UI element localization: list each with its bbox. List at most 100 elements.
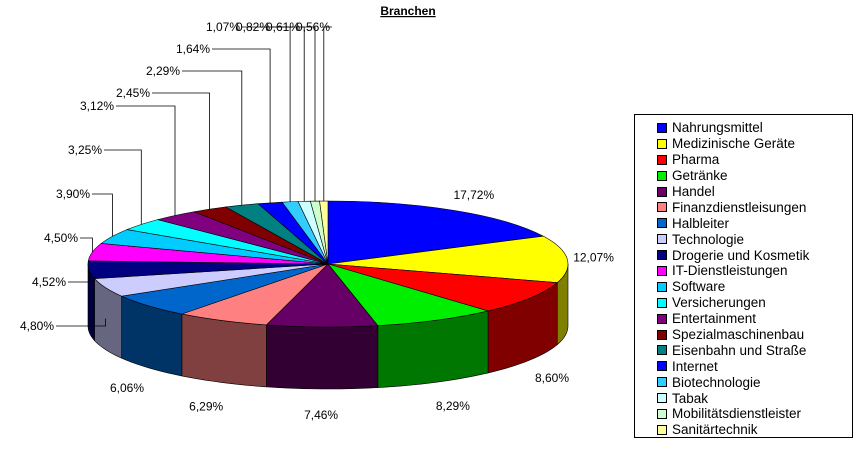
legend-item-medizinische-ger-te: Medizinische Geräte bbox=[635, 136, 852, 152]
data-label-entertainment: 3,12% bbox=[80, 99, 114, 113]
legend-label: Entertainment bbox=[672, 311, 757, 327]
legend-swatch bbox=[657, 329, 667, 340]
leader-line-technologie bbox=[56, 318, 106, 327]
leader-line-internet bbox=[212, 48, 271, 203]
data-label-sanit-rtechnik: 0,56% bbox=[296, 20, 330, 34]
pie-side-handel bbox=[266, 324, 379, 390]
legend-swatch bbox=[657, 408, 667, 419]
legend-label: Nahrungsmittel bbox=[672, 120, 763, 136]
data-label-tabak: 0,82% bbox=[236, 20, 270, 34]
legend-label: Handel bbox=[672, 184, 715, 199]
legend-swatch bbox=[657, 281, 667, 292]
legend-swatch bbox=[657, 218, 667, 229]
legend-label: Finanzdienstleisungen bbox=[672, 199, 807, 215]
legend-swatch bbox=[657, 265, 667, 276]
legend-swatch bbox=[657, 202, 667, 213]
data-label-internet: 1,64% bbox=[176, 42, 210, 56]
leader-line-eisenbahn-und-stra-e bbox=[182, 70, 243, 206]
data-label-software: 3,90% bbox=[56, 187, 90, 201]
legend-label: Medizinische Geräte bbox=[672, 136, 796, 152]
legend-label: Biotechnologie bbox=[672, 374, 761, 390]
data-label-spezialmaschinenbau: 2,45% bbox=[116, 86, 150, 100]
leader-line-biotechnologie bbox=[242, 26, 291, 202]
legend-item-handel: Handel bbox=[635, 184, 852, 200]
data-label-biotechnologie: 1,07% bbox=[206, 20, 240, 34]
legend-swatch bbox=[657, 393, 667, 404]
legend-label: Technologie bbox=[672, 231, 745, 247]
legend-label: Versicherungen bbox=[672, 295, 766, 311]
pie-slice-sanit-rtechnik bbox=[319, 200, 329, 265]
legend-swatch bbox=[657, 250, 667, 261]
legend-label: Sanitärtechnik bbox=[672, 422, 758, 438]
legend-item-eisenbahn-und-stra-e: Eisenbahn und Straße bbox=[635, 342, 852, 358]
legend-item-drogerie-und-kosmetik: Drogerie und Kosmetik bbox=[635, 247, 852, 263]
legend-item-getr-nke: Getränke bbox=[635, 168, 852, 184]
data-label-getr-nke: 8,29% bbox=[436, 399, 470, 413]
legend-label: Software bbox=[672, 279, 726, 295]
legend-item-pharma: Pharma bbox=[635, 152, 852, 168]
pie-slice-nahrungsmittel bbox=[327, 200, 545, 265]
leader-line-tabak bbox=[272, 26, 305, 202]
data-label-it-dienstleistungen: 4,50% bbox=[44, 231, 78, 245]
legend-swatch bbox=[657, 313, 667, 324]
leader-line-versicherungen bbox=[104, 149, 142, 225]
legend-item-nahrungsmittel: Nahrungsmittel bbox=[635, 120, 852, 136]
pie-slice-pharma bbox=[327, 263, 558, 312]
legend-swatch bbox=[657, 234, 667, 245]
legend-label: Internet bbox=[672, 358, 718, 374]
data-label-mobilit-tsdienstleister: 0,61% bbox=[266, 20, 300, 34]
pie-side-finanzdienstleisungen bbox=[181, 313, 267, 388]
legend-swatch bbox=[657, 170, 667, 181]
data-label-finanzdienstleisungen: 6,29% bbox=[189, 400, 223, 414]
leader-line-it-dienstleistungen bbox=[80, 237, 93, 252]
pie-slice-medizinische-ger-te bbox=[327, 235, 569, 283]
legend: Nahrungsmittel Medizinische Geräte Pharma G… bbox=[634, 114, 853, 438]
legend-swatch bbox=[657, 297, 667, 308]
legend-label: Tabak bbox=[672, 390, 709, 406]
leader-line-spezialmaschinenbau bbox=[152, 92, 211, 210]
legend-item-tabak: Tabak bbox=[635, 390, 852, 406]
data-label-pharma: 8,60% bbox=[535, 371, 569, 385]
legend-label: Mobilitätsdienstleister bbox=[672, 406, 802, 422]
legend-item-halbleiter: Halbleiter bbox=[635, 215, 852, 231]
legend-swatch bbox=[657, 154, 667, 165]
data-label-handel: 7,46% bbox=[304, 408, 338, 422]
legend-item-entertainment: Entertainment bbox=[635, 311, 852, 327]
data-label-halbleiter: 6,06% bbox=[110, 381, 144, 395]
chart-title: Branchen bbox=[380, 4, 435, 18]
legend-item-it-dienstleistungen: IT-Dienstleistungen bbox=[635, 263, 852, 279]
leader-line-software bbox=[92, 193, 113, 237]
data-label-medizinische-ger-te: 12,07% bbox=[573, 251, 614, 265]
legend-swatch bbox=[657, 138, 667, 149]
legend-item-spezialmaschinenbau: Spezialmaschinenbau bbox=[635, 327, 852, 343]
data-label-technologie: 4,80% bbox=[20, 319, 54, 333]
legend-label: Pharma bbox=[672, 152, 720, 168]
data-label-drogerie-und-kosmetik: 4,52% bbox=[32, 275, 66, 289]
leader-line-entertainment bbox=[116, 105, 176, 216]
legend-label: Drogerie und Kosmetik bbox=[672, 247, 810, 263]
legend-item-biotechnologie: Biotechnologie bbox=[635, 374, 852, 390]
legend-item-mobilit-tsdienstleister: Mobilitätsdienstleister bbox=[635, 406, 852, 422]
legend-item-internet: Internet bbox=[635, 358, 852, 374]
leader-line-sanit-rtechnik bbox=[323, 26, 332, 201]
legend-label: Halbleiter bbox=[672, 215, 730, 231]
legend-item-finanzdienstleisungen: Finanzdienstleisungen bbox=[635, 199, 852, 215]
legend-swatch bbox=[657, 361, 667, 372]
legend-label: IT-Dienstleistungen bbox=[672, 263, 788, 279]
legend-label: Spezialmaschinenbau bbox=[672, 327, 805, 343]
leader-line-drogerie-und-kosmetik bbox=[68, 269, 90, 283]
legend-label: Eisenbahn und Straße bbox=[672, 342, 807, 358]
data-label-eisenbahn-und-stra-e: 2,29% bbox=[146, 64, 180, 78]
legend-swatch bbox=[657, 186, 667, 197]
legend-item-software: Software bbox=[635, 279, 852, 295]
pie-slice-getr-nke bbox=[327, 263, 490, 326]
pie-slice-handel bbox=[265, 263, 379, 328]
legend-item-technologie: Technologie bbox=[635, 231, 852, 247]
legend-item-sanit-rtechnik: Sanitärtechnik bbox=[635, 422, 852, 438]
legend-swatch bbox=[657, 345, 667, 356]
data-label-versicherungen: 3,25% bbox=[68, 143, 102, 157]
legend-label: Getränke bbox=[672, 168, 728, 184]
legend-item-versicherungen: Versicherungen bbox=[635, 295, 852, 311]
legend-swatch bbox=[657, 377, 667, 388]
